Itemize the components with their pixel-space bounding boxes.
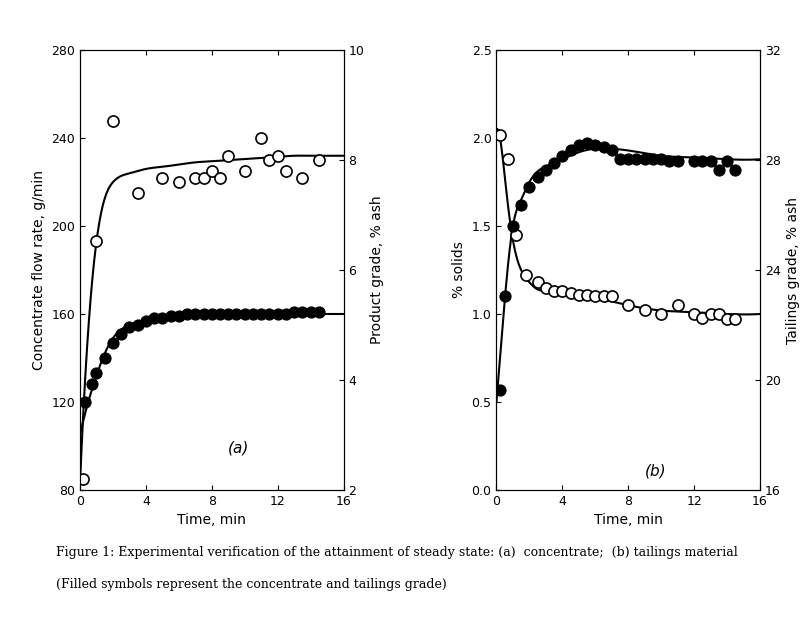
X-axis label: Time, min: Time, min <box>178 513 246 528</box>
Y-axis label: Tailings grade, % ash: Tailings grade, % ash <box>786 197 800 344</box>
Y-axis label: % solids: % solids <box>452 242 466 298</box>
Text: (Filled symbols represent the concentrate and tailings grade): (Filled symbols represent the concentrat… <box>56 578 446 591</box>
X-axis label: Time, min: Time, min <box>594 513 662 528</box>
Text: (b): (b) <box>645 463 666 479</box>
Y-axis label: Product grade, % ash: Product grade, % ash <box>370 196 384 344</box>
Text: Figure 1: Experimental verification of the attainment of steady state: (a)  conc: Figure 1: Experimental verification of t… <box>56 546 738 560</box>
Text: (a): (a) <box>228 440 250 455</box>
Y-axis label: Concentrate flow rate, g/min: Concentrate flow rate, g/min <box>32 170 46 370</box>
